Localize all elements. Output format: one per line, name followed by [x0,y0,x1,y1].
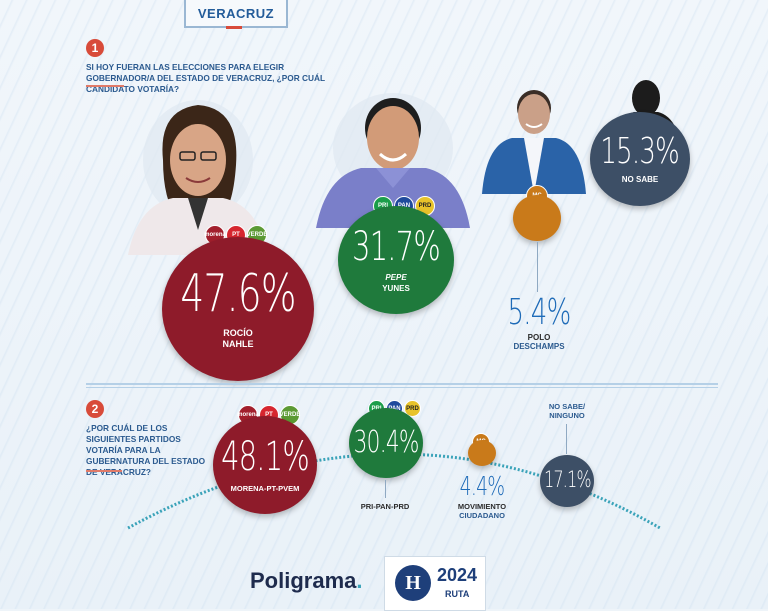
label-group-no-sabe-ninguno: NO SABE/ NINGUNO [530,402,604,420]
question-1-rule [86,85,124,87]
name-label-deschamps-1: POLO [527,333,551,342]
question-2-number: 2 [86,400,104,418]
question-1-number: 1 [86,39,104,57]
leader-line-no-sabe [566,424,567,454]
poligrama-logo: Poligrama. [250,568,363,594]
value-label-deschamps: 5.4% [507,292,572,333]
name-label-no-sabe-1: NO SABE/ [548,402,586,411]
candidate-photo-nahle [128,100,268,255]
name-label-mc-2: CIUDADANO [459,511,505,520]
value-label-yunes: 31.7% [352,223,441,270]
bubble-yunes: 31.7% PEPE YUNES [338,206,454,314]
bubble-movimiento-ciudadano [468,440,496,466]
bubble-nahle: 47.6% ROCÍO NAHLE [162,237,314,381]
bubble-morena-pt-pvem: 48.1% MORENA-PT-PVEM [213,416,317,514]
name-label-nahle-2: NAHLE [222,339,254,349]
leader-line-deschamps [537,242,538,292]
herald-h-icon: H [395,565,431,601]
value-label-nahle: 47.6% [180,264,296,324]
bubble-no-sabe-ninguno: 17.1% [540,455,594,507]
value-label-morena-pt-pvem: 48.1% [221,433,310,480]
bubble-no-sabe: 15.3% NO SABE [590,112,690,206]
name-label-morena-pt-pvem: MORENA-PT-PVEM [230,483,300,493]
herald-tag: RUTA [445,589,470,599]
section-divider [86,383,718,385]
question-1-text: SI HOY FUERAN LAS ELECCIONES PARA ELEGIR… [86,62,325,94]
herald-logo-box: H 2024 RUTA [384,556,486,611]
label-group-deschamps: 5.4% POLO DESCHAMPS [494,292,584,352]
bubble-deschamps [513,195,561,241]
title-underline [226,26,242,29]
label-group-mc: 4.4% MOVIMIENTO CIUDADANO [440,474,524,520]
name-label-no-sabe-2: NINGUNO [549,411,585,420]
name-label-yunes-2: YUNES [382,283,410,293]
name-label-mc-1: MOVIMIENTO [457,502,507,511]
value-label-pri-pan-prd: 30.4% [353,425,419,460]
bubble-pri-pan-prd: 30.4% [349,408,423,478]
candidate-photo-yunes [316,93,470,228]
question-2-text: ¿POR CUÁL DE LOS SIGUIENTES PARTIDOS VOT… [86,423,206,477]
value-label-mc: 4.4% [459,472,505,502]
candidate-photo-deschamps [482,90,586,194]
name-label-pri-pan-prd: PRI-PAN-PRD [360,502,410,511]
question-2-rule [86,470,122,472]
leader-line-pri-pan-prd [385,480,386,498]
name-label-nahle-1: ROCÍO [223,328,253,338]
name-label-yunes-1: PEPE [385,272,407,282]
name-label-deschamps-2: DESCHAMPS [513,342,565,351]
poligrama-dot: . [356,568,363,593]
value-label-no-sabe: 15.3% [600,130,680,172]
poligrama-brand: Poligrama [250,568,357,593]
prd-logo-icon-2: PRD [404,400,421,417]
value-label-no-sabe-ninguno: 17.1% [543,468,591,493]
section-divider-thin [86,387,718,388]
herald-year: 2024 [437,565,478,585]
name-label-no-sabe: NO SABE [621,174,659,184]
